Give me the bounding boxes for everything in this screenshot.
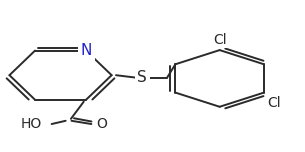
Text: S: S — [138, 70, 147, 85]
Text: N: N — [81, 43, 92, 58]
Text: O: O — [96, 117, 107, 131]
Text: Cl: Cl — [267, 96, 280, 110]
Text: HO: HO — [20, 117, 41, 131]
Text: Cl: Cl — [213, 33, 226, 47]
